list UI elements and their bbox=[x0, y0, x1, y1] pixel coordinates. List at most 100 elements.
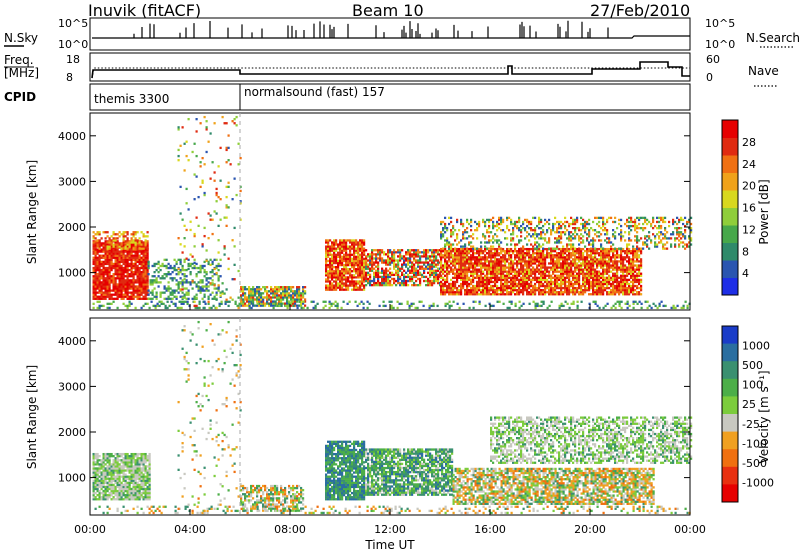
data-cell bbox=[134, 252, 137, 255]
data-cell bbox=[118, 295, 121, 298]
data-cell bbox=[550, 286, 553, 290]
data-cell bbox=[359, 284, 362, 287]
data-cell bbox=[492, 274, 495, 277]
data-cell bbox=[492, 256, 495, 259]
data-cell bbox=[343, 270, 346, 273]
data-cell bbox=[329, 259, 332, 263]
data-cell bbox=[562, 274, 565, 277]
data-cell bbox=[128, 256, 131, 259]
data-cell bbox=[672, 233, 675, 236]
data-cell bbox=[130, 258, 133, 261]
data-cell bbox=[572, 289, 575, 292]
data-cell bbox=[600, 293, 603, 296]
data-cell bbox=[357, 257, 360, 261]
data-cell bbox=[288, 286, 291, 289]
data-cell bbox=[427, 267, 430, 270]
data-cell bbox=[395, 273, 398, 277]
data-cell bbox=[431, 259, 434, 262]
data-cell bbox=[560, 268, 563, 271]
data-cell bbox=[411, 261, 414, 264]
data-cell bbox=[610, 256, 613, 259]
data-cell bbox=[104, 256, 107, 259]
data-cell bbox=[397, 271, 400, 274]
data-cell bbox=[256, 304, 259, 307]
data-cell bbox=[349, 249, 352, 252]
data-cell bbox=[472, 293, 475, 296]
data-cell bbox=[446, 274, 449, 277]
data-cell bbox=[572, 237, 575, 240]
data-cell bbox=[660, 218, 663, 222]
data-cell bbox=[542, 262, 545, 265]
data-cell bbox=[626, 282, 629, 286]
data-cell bbox=[520, 289, 523, 292]
data-cell bbox=[630, 289, 633, 292]
data-cell bbox=[122, 268, 125, 272]
data-cell bbox=[437, 281, 440, 285]
data-cell bbox=[413, 253, 416, 256]
data-cell bbox=[387, 281, 390, 285]
data-cell bbox=[480, 284, 483, 288]
data-cell bbox=[375, 269, 378, 272]
data-cell bbox=[480, 293, 483, 296]
data-cell bbox=[518, 262, 521, 265]
data-cell bbox=[335, 272, 338, 275]
data-cell bbox=[476, 270, 479, 273]
data-cell bbox=[504, 237, 507, 240]
data-cell bbox=[132, 264, 135, 268]
data-cell bbox=[462, 224, 465, 228]
data-cell bbox=[630, 252, 633, 255]
data-cell bbox=[118, 264, 121, 268]
data-cell bbox=[552, 289, 555, 292]
data-cell bbox=[604, 264, 607, 267]
data-cell bbox=[274, 288, 277, 291]
data-cell bbox=[288, 294, 291, 297]
data-cell bbox=[628, 239, 631, 242]
data-cell bbox=[634, 218, 637, 222]
data-cell bbox=[570, 231, 573, 234]
data-cell bbox=[596, 258, 599, 261]
data-cell bbox=[136, 239, 139, 242]
data-cell bbox=[112, 252, 115, 255]
data-cell bbox=[240, 288, 243, 291]
data-cell bbox=[124, 295, 127, 298]
data-cell bbox=[482, 252, 485, 255]
data-cell bbox=[530, 256, 533, 259]
data-cell bbox=[136, 266, 139, 270]
data-cell bbox=[604, 289, 607, 292]
data-cell bbox=[118, 258, 121, 261]
data-cell bbox=[333, 288, 336, 291]
data-cell bbox=[437, 269, 440, 272]
data-cell bbox=[630, 286, 633, 290]
data-cell bbox=[138, 260, 141, 264]
data-cell bbox=[454, 272, 457, 275]
data-cell bbox=[504, 231, 507, 234]
data-cell bbox=[648, 237, 651, 240]
data-cell bbox=[444, 266, 447, 269]
data-cell bbox=[361, 261, 364, 265]
data-cell bbox=[566, 264, 569, 267]
data-cell bbox=[564, 224, 567, 228]
data-cell bbox=[540, 226, 543, 230]
data-cell bbox=[138, 283, 141, 286]
data-cell bbox=[500, 216, 503, 220]
data-cell bbox=[524, 258, 527, 261]
data-cell bbox=[425, 251, 428, 254]
data-cell bbox=[504, 289, 507, 292]
data-cell bbox=[144, 293, 147, 296]
data-cell bbox=[506, 224, 509, 228]
data-cell bbox=[534, 256, 537, 259]
data-cell bbox=[596, 272, 599, 275]
data-cell bbox=[405, 275, 408, 279]
data-cell bbox=[566, 254, 569, 257]
data-cell bbox=[614, 262, 617, 265]
data-cell bbox=[437, 263, 440, 266]
data-cell bbox=[130, 237, 133, 240]
data-cell bbox=[590, 268, 593, 271]
data-cell bbox=[363, 251, 366, 254]
data-cell bbox=[335, 259, 338, 263]
data-cell bbox=[122, 295, 125, 298]
data-cell bbox=[592, 266, 595, 269]
data-cell bbox=[504, 293, 507, 296]
data-cell bbox=[343, 265, 346, 269]
data-cell bbox=[574, 256, 577, 259]
